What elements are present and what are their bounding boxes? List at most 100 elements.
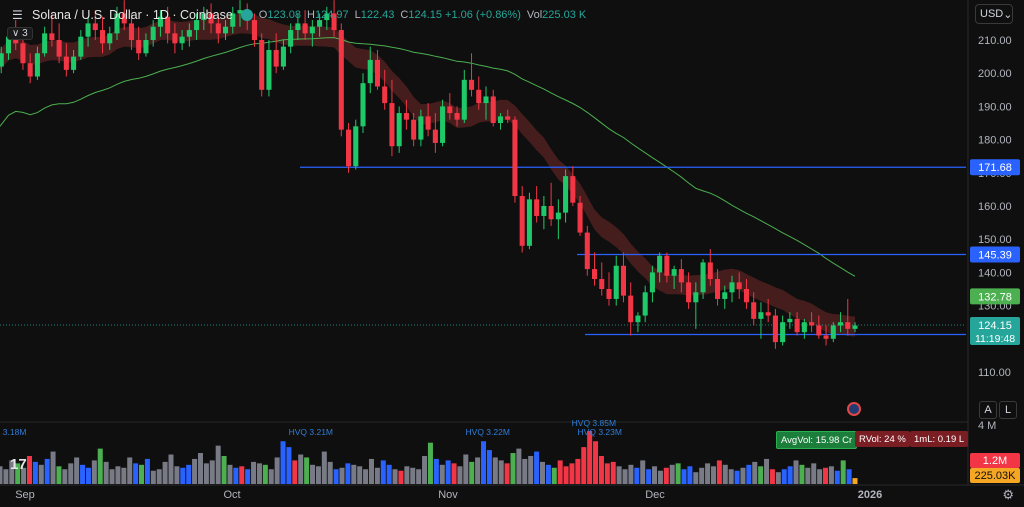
candle-body [353,126,359,167]
candle-body [63,56,69,70]
candle-body [657,255,663,273]
indicator-collapse-button[interactable]: ∨ 3 [7,27,33,40]
volume-bar [150,470,156,484]
volume-bar [416,469,422,484]
volume-bar [840,460,846,484]
candle-body [526,199,532,246]
ohlc-key: C [400,9,409,21]
log-scale-button[interactable]: L [999,401,1017,419]
ohlc-value: 123.08 [267,9,301,21]
candle-body [208,13,214,24]
avgvol-badge: AvgVol: 15.98 Cr [776,431,858,449]
candle-body [780,322,786,343]
hvq-label: HVQ 3.85M [572,418,616,428]
volume-bar [38,464,44,484]
volume-bar [522,458,528,484]
candle-body [317,20,323,27]
candle-body [700,262,706,293]
volume-bar [510,453,516,484]
settings-gear-icon[interactable]: ⚙ [1002,487,1014,502]
volume-bar [834,470,840,484]
volume-bar [32,461,38,484]
volume-bar [569,463,575,484]
volume-bar [652,466,658,484]
volume-bar [233,467,239,484]
candle-body [642,292,648,316]
candle-body [577,202,583,233]
candle-body [92,23,98,31]
volume-bar [422,455,428,484]
us-flag-icon[interactable] [847,402,861,416]
volume-bar [616,466,622,484]
candle-body [743,289,750,303]
volume-bar [404,466,410,484]
volume-bar [805,467,811,484]
volume-bar [221,455,227,484]
y-tick-label: 160.00 [978,201,1012,213]
volume-axis-label: 225.03K [975,470,1017,482]
volume-bar [657,470,663,484]
candle-body [461,79,467,120]
ohlc-value: 122.43 [360,9,395,21]
candle-body [758,312,764,319]
chart-header: ☰ Solana / U.S. Dollar · 1D · Coinbase O… [0,0,960,30]
volume-bar [640,460,646,484]
candle-body [476,89,482,104]
candle-body [671,269,677,276]
volume-bar [427,442,433,484]
candle-body [150,26,156,40]
volume-bar [274,457,280,484]
volume-bar [699,467,705,484]
y-tick-label: 140.00 [978,267,1012,279]
candle-body [5,36,12,54]
price-axis-tag [970,288,1020,305]
candle-body [302,23,308,34]
volume-bar [50,451,56,484]
candle-body [360,83,366,127]
volume-bar [186,464,192,484]
y-tick-label: 150.00 [978,234,1012,246]
candle-body [664,255,670,276]
candle-body [635,315,641,323]
auto-scale-button[interactable]: A [979,401,997,419]
currency-select[interactable]: USD ⌄ [975,4,1013,24]
volume-bar [545,464,551,484]
candle-body [823,335,829,339]
moving-average-line [0,37,856,277]
candle-body [555,212,561,220]
volume-bar [398,470,404,484]
volume-bar [245,469,251,484]
candle-body [345,129,352,167]
volume-bar [333,469,339,484]
candle-body [541,206,547,216]
candle-body [42,33,48,54]
candle-body [324,13,330,21]
volume-bar [168,454,174,484]
candle-body [172,33,178,44]
volume-bar [781,469,787,484]
volume-bar [180,467,186,484]
volume-bar [103,461,109,484]
candle-body [816,325,822,336]
hamburger-icon[interactable]: ☰ [12,8,23,22]
volume-bar [539,461,545,484]
candle-body [512,119,518,197]
candle-body [613,265,619,299]
candle-body [787,318,793,323]
symbol-title[interactable]: Solana / U.S. Dollar · 1D · Coinbase [32,8,233,22]
volume-bar [162,461,168,484]
candle-body [830,325,836,339]
volume-bar [74,457,80,484]
volume-bar [97,448,103,484]
candle-body [114,13,120,34]
candle-body [447,106,453,114]
x-tick-label: 2026 [858,489,882,501]
volume-bar [144,458,150,484]
candle-body [128,23,135,40]
candle-body [338,30,344,130]
candle-body [845,322,851,329]
volume-bar [280,441,286,484]
candle-body [490,96,496,123]
candle-body [534,199,540,216]
